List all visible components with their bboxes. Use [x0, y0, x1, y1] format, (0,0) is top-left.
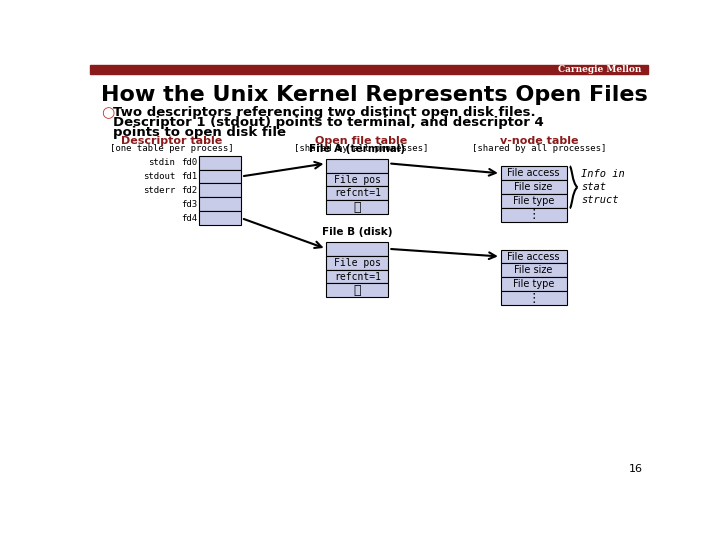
Text: refcnt=1: refcnt=1: [334, 272, 381, 281]
Bar: [326, 242, 388, 256]
Bar: [500, 194, 567, 208]
Text: fd0: fd0: [181, 158, 197, 167]
Text: How the Unix Kernel Represents Open Files: How the Unix Kernel Represents Open File…: [101, 85, 647, 105]
Bar: [500, 278, 567, 291]
Bar: [199, 184, 241, 197]
Text: ○: ○: [101, 106, 114, 120]
Text: File type: File type: [513, 279, 554, 289]
Text: fd2: fd2: [181, 186, 197, 195]
Bar: [326, 256, 388, 269]
Bar: [326, 159, 388, 173]
Text: stdout: stdout: [143, 172, 175, 181]
Text: Open file table: Open file table: [315, 137, 408, 146]
Bar: [199, 211, 241, 225]
Bar: [500, 208, 567, 222]
Text: points to open disk file: points to open disk file: [113, 126, 287, 139]
Text: 16: 16: [629, 464, 642, 475]
Text: Descriptor table: Descriptor table: [121, 137, 222, 146]
Bar: [500, 249, 567, 264]
Text: [shared by all processes]: [shared by all processes]: [294, 144, 428, 153]
Bar: [500, 180, 567, 194]
Text: stderr: stderr: [143, 186, 175, 195]
Text: File access: File access: [508, 168, 560, 178]
Text: fd1: fd1: [181, 172, 197, 181]
Bar: [500, 291, 567, 305]
Text: File A (terminal): File A (terminal): [310, 144, 405, 154]
Bar: [199, 170, 241, 184]
Text: [one table per process]: [one table per process]: [109, 144, 233, 153]
Text: Two descriptors referencing two distinct open disk files.: Two descriptors referencing two distinct…: [113, 106, 536, 119]
Text: fd3: fd3: [181, 200, 197, 208]
Text: File access: File access: [508, 252, 560, 261]
Text: [shared by all processes]: [shared by all processes]: [472, 144, 607, 153]
Bar: [500, 264, 567, 278]
Text: Descriptor 1 (stdout) points to terminal, and descriptor 4: Descriptor 1 (stdout) points to terminal…: [113, 116, 544, 129]
Text: ⋮: ⋮: [528, 292, 540, 305]
Bar: [326, 200, 388, 214]
Text: fd4: fd4: [181, 213, 197, 222]
Bar: [90, 65, 648, 74]
Bar: [199, 156, 241, 170]
Text: ⋮: ⋮: [354, 284, 361, 297]
Text: File pos: File pos: [334, 174, 381, 185]
Text: File type: File type: [513, 196, 554, 206]
Text: File B (disk): File B (disk): [322, 227, 392, 237]
Text: Info in
stat
struct: Info in stat struct: [581, 169, 625, 205]
Text: refcnt=1: refcnt=1: [334, 188, 381, 198]
Bar: [326, 269, 388, 284]
Text: File size: File size: [515, 182, 553, 192]
Text: File size: File size: [515, 265, 553, 275]
Bar: [326, 186, 388, 200]
Text: stdin: stdin: [148, 158, 175, 167]
Text: v-node table: v-node table: [500, 137, 579, 146]
Text: File pos: File pos: [334, 258, 381, 268]
Bar: [500, 166, 567, 180]
Bar: [326, 284, 388, 298]
Text: Carnegie Mellon: Carnegie Mellon: [559, 65, 642, 74]
Text: ⋮: ⋮: [354, 201, 361, 214]
Text: ⋮: ⋮: [528, 208, 540, 221]
Bar: [199, 197, 241, 211]
Bar: [326, 173, 388, 186]
